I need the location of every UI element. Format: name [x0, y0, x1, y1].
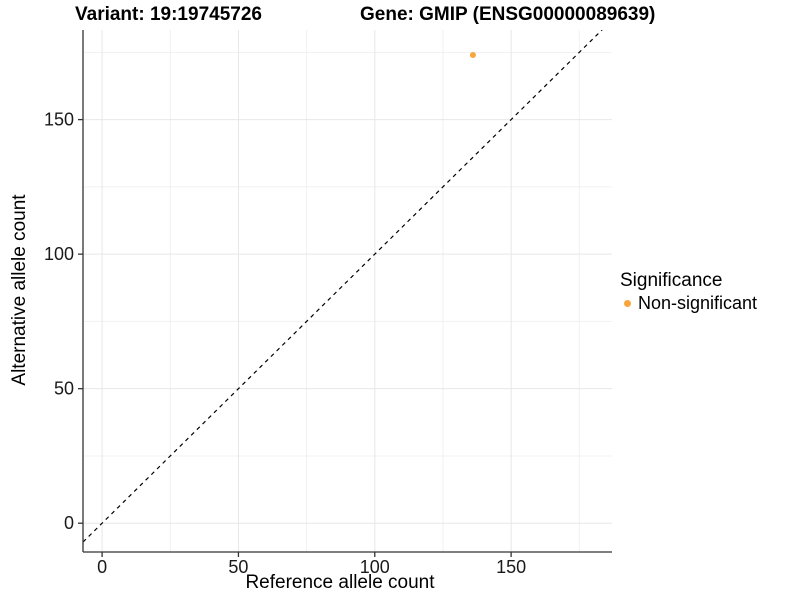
y-axis-label: Alternative allele count [9, 194, 30, 386]
identity-line [83, 30, 603, 543]
grid-minor [83, 30, 612, 552]
legend-items: Non-significant [620, 293, 757, 314]
x-axis-label: Reference allele count [245, 572, 435, 593]
variant-title: Variant: 19:19745726 [75, 4, 262, 25]
legend-item-label: Non-significant [638, 293, 758, 313]
grid-major [83, 30, 612, 552]
y-tick-label: 150 [44, 110, 74, 130]
legend-title: Significance [620, 270, 723, 291]
y-tick-label: 0 [64, 513, 74, 533]
y-tick-label: 50 [54, 379, 74, 399]
axes [82, 30, 612, 553]
x-tick-label: 50 [228, 557, 248, 577]
y-tick-label: 100 [44, 244, 74, 264]
gene-title: Gene: GMIP (ENSG00000089639) [360, 4, 656, 25]
x-tick-label: 0 [97, 557, 107, 577]
x-tick-label: 150 [496, 557, 526, 577]
data-point [469, 52, 476, 59]
legend-point-swatch [624, 300, 631, 307]
legend: Significance Non-significant [620, 270, 757, 314]
tick-labels: 0 50 100 150 0 50 100 150 [44, 110, 526, 577]
legend-item: Non-significant [620, 293, 757, 314]
axis-ticks [78, 118, 512, 557]
x-tick-label: 100 [360, 557, 390, 577]
